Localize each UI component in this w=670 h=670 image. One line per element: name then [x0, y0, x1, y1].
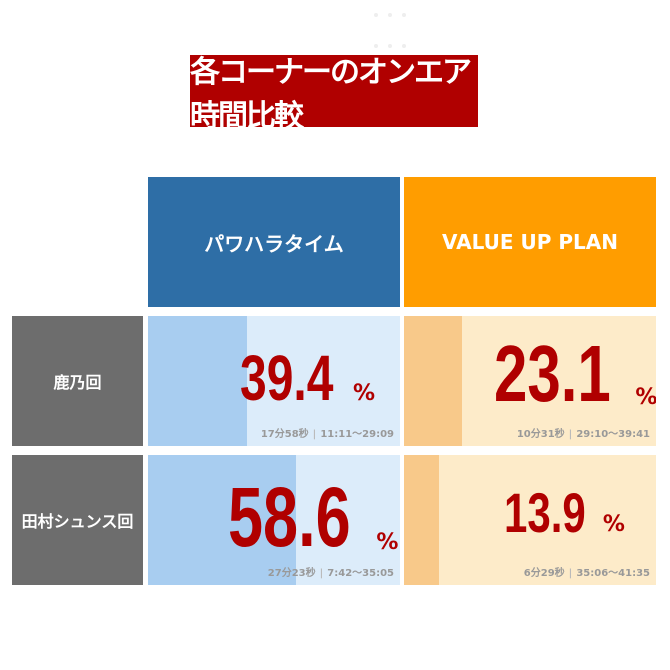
value-label: 58.6% [228, 475, 398, 559]
column-header: パワハラタイム [148, 177, 400, 307]
unit: % [353, 381, 376, 406]
cell: 23.1% 10分31秒 | 29:10～39:41 [404, 316, 656, 446]
separator: | [568, 568, 573, 579]
unit: % [602, 512, 625, 537]
column-header: VALUE UP PLAN [404, 177, 656, 307]
row-header: 田村シュンス回 [12, 455, 143, 585]
time-info: 27分23秒 | 7:42～35:05 [268, 564, 394, 579]
value-label: 23.1% [494, 334, 656, 414]
time-range: 35:06～41:35 [576, 568, 650, 579]
title: 各コーナーのオンエア時間比較 [190, 55, 478, 134]
time-info: 17分58秒 | 11:11～29:09 [261, 425, 394, 440]
cell: 58.6% 27分23秒 | 7:42～35:05 [148, 455, 400, 585]
duration: 27分23秒 [267, 568, 316, 579]
time-info: 6分29秒 | 35:06～41:35 [524, 564, 650, 579]
dot [388, 13, 392, 17]
unit: % [635, 385, 656, 410]
value: 39.4 [240, 342, 334, 414]
dot [402, 13, 406, 17]
time-range: 29:10～39:41 [576, 429, 650, 440]
dot [388, 44, 392, 48]
dot [402, 44, 406, 48]
time-info: 10分31秒 | 29:10～39:41 [517, 425, 650, 440]
dot [374, 44, 378, 48]
duration: 17分58秒 [260, 429, 309, 440]
value-label: 39.4% [240, 346, 375, 410]
dot [374, 13, 378, 17]
unit: % [376, 530, 399, 555]
value: 23.1 [494, 329, 611, 418]
duration: 10分31秒 [516, 429, 565, 440]
row-header: 鹿乃回 [12, 316, 143, 446]
bar [404, 455, 440, 585]
time-range: 11:11～29:09 [320, 429, 394, 440]
value-label: 13.9% [504, 485, 625, 541]
separator: | [312, 429, 317, 440]
separator: | [319, 568, 324, 579]
bar [148, 316, 248, 446]
value: 58.6 [228, 470, 351, 564]
bar [404, 316, 463, 446]
duration: 6分29秒 [523, 568, 565, 579]
cell: 39.4% 17分58秒 | 11:11～29:09 [148, 316, 400, 446]
cell: 13.9% 6分29秒 | 35:06～41:35 [404, 455, 656, 585]
bar [148, 455, 296, 585]
time-range: 7:42～35:05 [327, 568, 394, 579]
separator: | [568, 429, 573, 440]
value: 13.9 [504, 481, 586, 544]
